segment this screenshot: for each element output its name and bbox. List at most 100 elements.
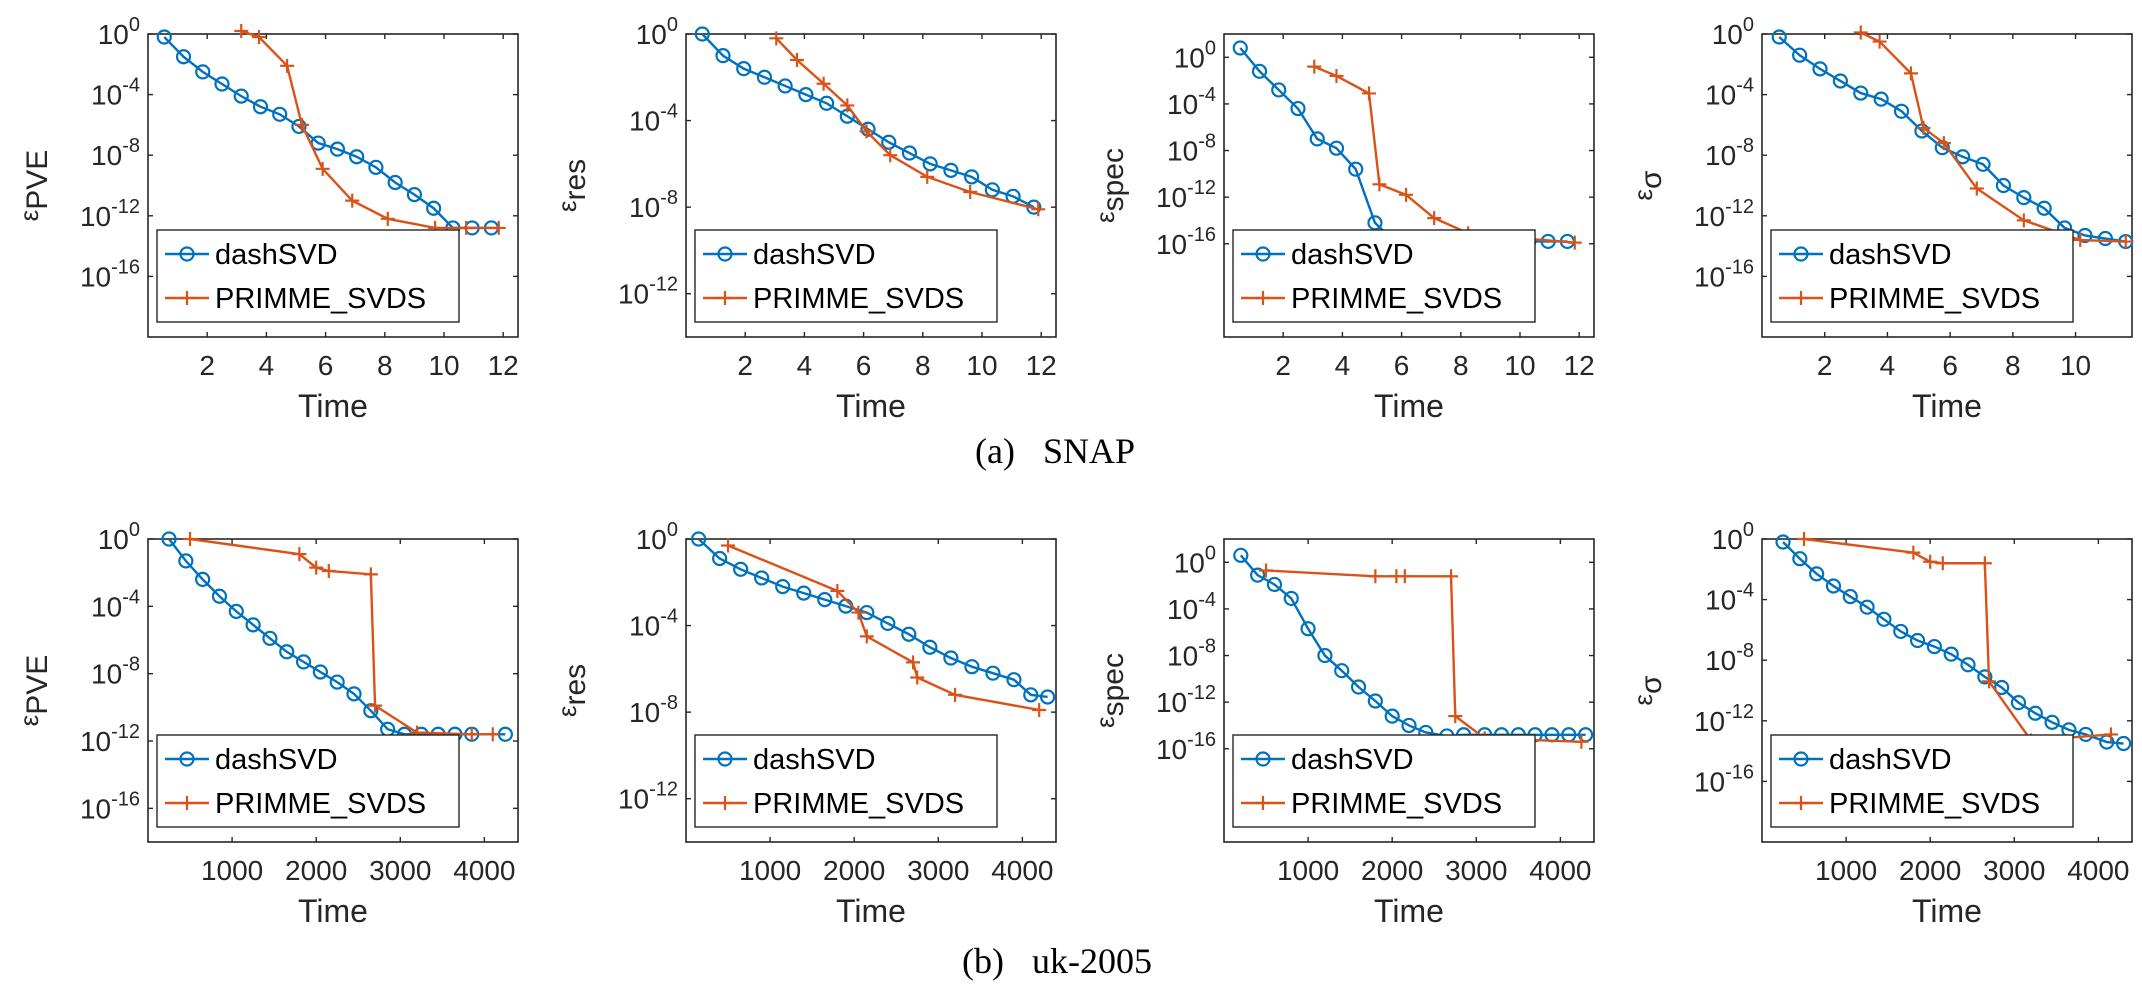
y-tick-label: 10-4	[629, 606, 678, 642]
data-point	[1300, 621, 1316, 637]
data-point	[1825, 578, 1842, 594]
data-point	[1232, 40, 1248, 56]
data-point	[859, 124, 874, 139]
data-point	[1975, 156, 1991, 172]
data-point	[315, 161, 330, 176]
subplot-grid: 2 4 6 8 10 12 100 10-4 10-8 10-12 10-16 Time εPVE das…	[14, 14, 2134, 929]
legend: dashSVD PRIMME_SVDS	[694, 229, 998, 323]
caption-b: (b) uk-2005	[962, 940, 1152, 982]
data-point	[1775, 534, 1791, 550]
subplot-6: 1000 2000 3000 4000 100 10-4 10-8 10-12 Time εres…	[552, 519, 1057, 929]
caption-a-text: SNAP	[1042, 431, 1136, 471]
y-tick-label: 100	[636, 519, 678, 555]
data-point	[691, 531, 707, 547]
data-point	[262, 630, 278, 646]
y-tick-label: 10-8	[91, 654, 140, 690]
data-point	[1307, 59, 1322, 74]
data-point	[1317, 647, 1333, 664]
data-point	[1893, 623, 1909, 640]
data-point	[818, 95, 835, 111]
x-tick-label: 8	[2005, 350, 2021, 381]
data-point	[920, 169, 935, 184]
caption-a: (a) SNAP	[975, 430, 1135, 472]
data-point	[2078, 726, 2094, 743]
legend-label: PRIMME_SVDS	[1291, 283, 1502, 315]
data-point	[2115, 735, 2132, 752]
data-point	[733, 561, 749, 577]
legend-label: PRIMME_SVDS	[1829, 283, 2040, 315]
x-tick-label: 2	[1275, 350, 1291, 381]
data-point	[1348, 161, 1364, 177]
x-tick-label: 4	[797, 350, 813, 381]
data-point	[245, 617, 261, 633]
y-tick-label: 100	[1174, 542, 1216, 578]
x-tick-label: 10	[428, 350, 459, 381]
data-point	[851, 605, 866, 620]
data-point	[2016, 190, 2032, 206]
data-point	[1872, 34, 1887, 49]
data-point	[1955, 149, 1971, 165]
y-tick-label: 10-12	[80, 721, 140, 757]
caption-a-label: (a)	[975, 431, 1015, 471]
legend-marker	[717, 246, 733, 262]
data-point	[859, 629, 874, 644]
data-point	[922, 639, 938, 655]
legend: dashSVD PRIMME_SVDS	[1770, 734, 2074, 828]
legend-marker	[718, 796, 732, 810]
y-tick-label: 10-4	[629, 101, 678, 137]
data-point	[1399, 187, 1414, 202]
subplot-5: 1000 2000 3000 4000 100 10-4 10-8 10-12 10-16 Tim…	[14, 519, 519, 929]
y-tick-label: 10-8	[1167, 636, 1216, 672]
subplot-8: 1000 2000 3000 4000 100 10-4 10-8 10-12 10-16 Tim…	[1628, 519, 2133, 929]
legend-marker	[718, 291, 732, 305]
y-tick-label: 10-8	[91, 135, 140, 171]
data-point	[426, 200, 442, 216]
data-point	[1251, 63, 1268, 79]
data-point	[816, 76, 831, 91]
legend-marker	[1794, 796, 1808, 810]
legend-label: PRIMME_SVDS	[1829, 788, 2040, 820]
data-point	[2097, 230, 2113, 247]
legend: dashSVD PRIMME_SVDS	[1232, 229, 1536, 323]
data-point	[279, 644, 295, 660]
data-point	[1334, 663, 1350, 679]
x-tick-label: 6	[1942, 350, 1958, 381]
y-tick-label: 10-4	[1705, 75, 1754, 111]
legend-label: dashSVD	[1829, 744, 1952, 776]
y-tick-label: 10-8	[629, 187, 678, 223]
data-point	[906, 655, 921, 670]
series-line	[697, 538, 1048, 699]
data-point	[1994, 679, 2010, 696]
y-tick-label: 10-16	[80, 788, 140, 824]
data-point	[2118, 234, 2133, 249]
x-tick-label: 12	[1564, 350, 1595, 381]
data-point	[2027, 705, 2043, 721]
series-dashsvd	[691, 531, 1056, 705]
data-point	[280, 58, 295, 73]
data-point	[464, 727, 479, 742]
data-point	[1809, 566, 1825, 582]
legend-box	[1770, 734, 2074, 828]
x-tick-label: 10	[1504, 350, 1535, 381]
legend-label: dashSVD	[753, 239, 876, 271]
x-tick-label: 4000	[991, 855, 1053, 886]
data-point	[1567, 235, 1582, 250]
x-axis-label: Time	[836, 388, 906, 424]
data-point	[830, 583, 845, 598]
series-line	[240, 29, 499, 230]
y-tick-label: 10-12	[1694, 701, 1754, 737]
data-point	[1832, 73, 1848, 89]
data-point	[790, 52, 804, 67]
data-point	[491, 220, 506, 235]
data-point	[1792, 47, 1808, 63]
y-tick-label: 10-8	[1167, 131, 1216, 167]
legend-label: dashSVD	[1291, 239, 1414, 271]
x-tick-label: 4	[1335, 350, 1351, 381]
y-tick-label: 100	[98, 519, 140, 555]
legend-label: dashSVD	[753, 744, 876, 776]
data-point	[1574, 734, 1589, 749]
data-point	[156, 29, 172, 45]
subplot-7: 1000 2000 3000 4000 100 10-4 10-8 10-12 10-16 Tim…	[1090, 538, 1595, 929]
data-point	[1250, 567, 1266, 583]
y-tick-label: 10-16	[1694, 761, 1754, 797]
